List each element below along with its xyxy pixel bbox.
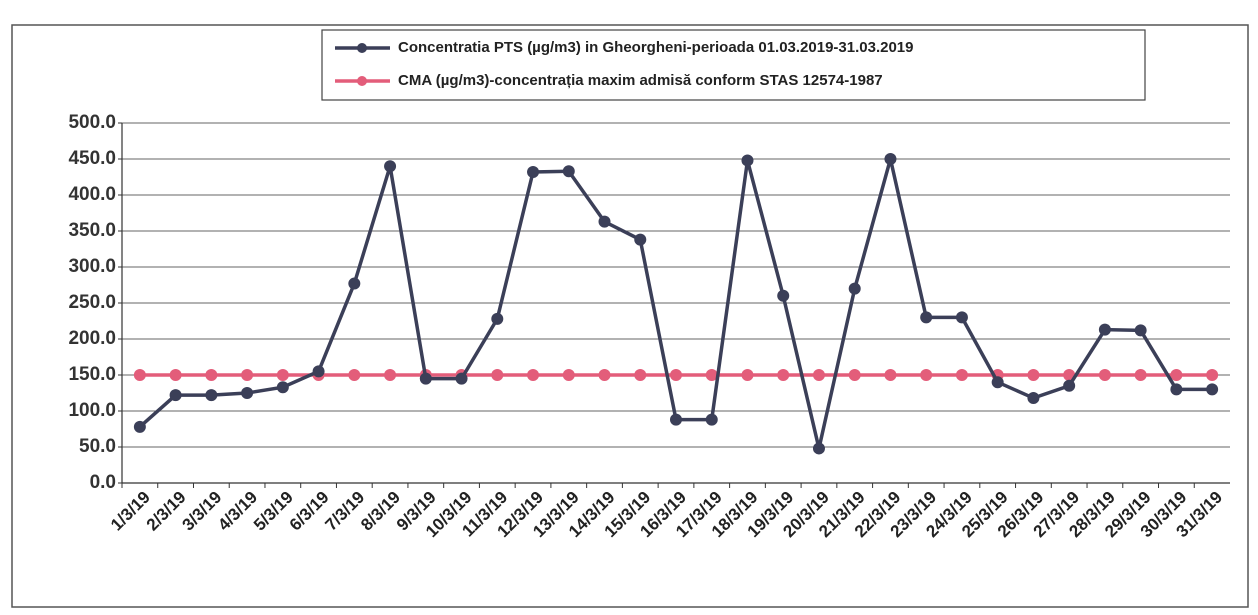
data-point xyxy=(1170,383,1183,396)
data-point xyxy=(1134,324,1147,337)
data-point xyxy=(312,365,325,378)
data-point xyxy=(241,387,254,399)
y-tick-label: 300.0 xyxy=(68,256,116,277)
data-point xyxy=(955,369,968,381)
data-point xyxy=(1027,392,1040,405)
data-point xyxy=(491,312,504,325)
data-point xyxy=(384,160,397,173)
data-point xyxy=(419,372,432,385)
data-point xyxy=(777,369,790,381)
data-point xyxy=(133,369,146,381)
data-point xyxy=(1134,369,1147,381)
y-tick-label: 150.0 xyxy=(68,364,116,385)
data-point xyxy=(848,282,861,295)
data-point xyxy=(777,289,790,302)
data-point xyxy=(705,413,718,426)
data-point xyxy=(562,369,575,381)
y-tick-label: 350.0 xyxy=(68,220,116,241)
data-point xyxy=(527,369,540,381)
y-tick-label: 0.0 xyxy=(90,472,116,493)
legend-marker xyxy=(357,76,367,86)
data-point xyxy=(133,420,146,433)
data-point xyxy=(276,381,289,394)
data-point xyxy=(491,369,504,381)
legend-label: CMA (µg/m3)-concentrația maxim admisă co… xyxy=(398,72,883,89)
y-tick-label: 450.0 xyxy=(68,148,116,169)
y-tick-label: 100.0 xyxy=(68,400,116,421)
data-point xyxy=(884,369,897,381)
data-point xyxy=(562,165,575,178)
data-point xyxy=(955,311,968,324)
data-point xyxy=(812,442,825,455)
data-point xyxy=(848,369,861,381)
data-point xyxy=(348,277,361,290)
legend-label: Concentratia PTS (µg/m3) in Gheorgheni-p… xyxy=(398,39,914,56)
data-point xyxy=(741,369,754,381)
data-point xyxy=(812,369,825,381)
y-tick-label: 200.0 xyxy=(68,328,116,349)
data-point xyxy=(991,376,1004,389)
data-point xyxy=(1027,369,1040,381)
data-point xyxy=(384,369,397,381)
chart-border xyxy=(11,24,1249,608)
data-point xyxy=(920,369,933,381)
y-tick-label: 50.0 xyxy=(79,436,116,457)
data-point xyxy=(705,369,718,381)
data-point xyxy=(670,369,682,381)
data-point xyxy=(241,369,254,381)
legend-marker xyxy=(357,43,367,53)
data-point xyxy=(1063,379,1076,392)
data-point xyxy=(169,389,182,402)
y-tick-label: 400.0 xyxy=(68,184,116,205)
data-point xyxy=(1170,369,1183,381)
data-point xyxy=(1206,383,1219,396)
data-point xyxy=(1098,323,1111,336)
data-point xyxy=(741,154,754,167)
data-point xyxy=(1098,369,1111,381)
data-point xyxy=(598,215,611,228)
data-point xyxy=(527,165,540,178)
data-point xyxy=(634,233,647,246)
legend-box xyxy=(321,29,1146,101)
data-point xyxy=(169,369,182,381)
data-point xyxy=(634,369,647,381)
data-point xyxy=(598,369,611,381)
data-point xyxy=(205,389,218,402)
data-point xyxy=(920,311,933,324)
data-point xyxy=(276,369,289,381)
data-point xyxy=(205,369,218,381)
data-point xyxy=(1206,369,1219,381)
data-point xyxy=(884,153,897,165)
data-point xyxy=(455,372,468,385)
data-point xyxy=(670,413,682,426)
y-tick-label: 500.0 xyxy=(68,112,116,133)
y-tick-label: 250.0 xyxy=(68,292,116,313)
data-point xyxy=(348,369,361,381)
